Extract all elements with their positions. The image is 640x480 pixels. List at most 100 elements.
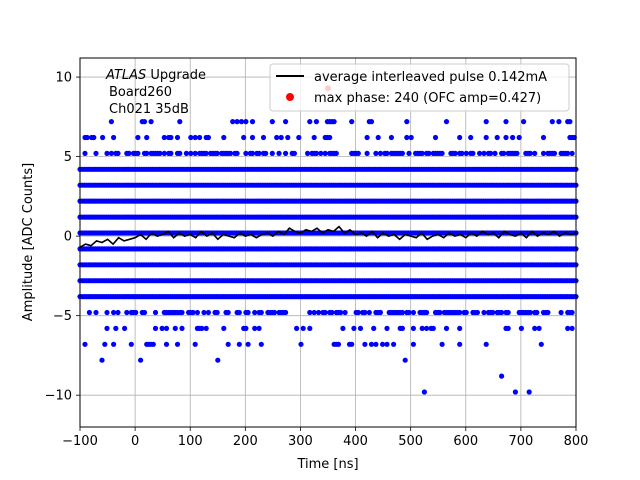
data-point bbox=[307, 309, 313, 316]
data-point bbox=[470, 150, 476, 156]
data-point bbox=[410, 325, 416, 331]
data-point bbox=[174, 341, 181, 347]
data-point bbox=[565, 150, 571, 156]
y-tick-label: −10 bbox=[45, 389, 72, 404]
data-point bbox=[380, 341, 386, 347]
data-point bbox=[364, 134, 370, 141]
data-point bbox=[271, 309, 278, 316]
data-point bbox=[404, 134, 410, 141]
data-point bbox=[424, 325, 430, 331]
x-tick-label: 400 bbox=[343, 434, 368, 449]
data-point bbox=[468, 134, 474, 141]
data-point bbox=[108, 150, 114, 156]
x-tick-label: 600 bbox=[453, 434, 478, 449]
data-point bbox=[190, 309, 196, 316]
data-point bbox=[474, 309, 480, 316]
data-point bbox=[249, 119, 256, 125]
data-point bbox=[179, 325, 185, 331]
data-point bbox=[199, 325, 205, 331]
data-point bbox=[104, 325, 110, 331]
data-point bbox=[260, 134, 267, 141]
data-point bbox=[133, 309, 139, 316]
data-point bbox=[296, 134, 302, 141]
data-point bbox=[384, 341, 390, 347]
data-point bbox=[545, 309, 551, 316]
y-tick-label: 10 bbox=[55, 71, 72, 86]
x-tick-label: 300 bbox=[288, 434, 313, 449]
data-point bbox=[410, 341, 416, 347]
data-point bbox=[230, 119, 236, 125]
data-point bbox=[283, 309, 289, 316]
data-point bbox=[335, 341, 342, 347]
data-point bbox=[567, 119, 573, 125]
annotation-block: ATLAS Upgrade Board260 Ch021 35dB bbox=[105, 68, 206, 117]
data-point bbox=[225, 309, 231, 316]
data-point bbox=[439, 150, 445, 156]
data-point bbox=[457, 341, 463, 347]
data-point bbox=[311, 134, 317, 141]
data-point bbox=[516, 134, 522, 141]
data-point bbox=[322, 150, 328, 156]
data-point bbox=[163, 325, 170, 331]
data-point bbox=[518, 325, 525, 331]
data-point bbox=[477, 150, 483, 156]
data-point bbox=[141, 119, 148, 125]
data-point bbox=[225, 341, 231, 347]
data-point bbox=[481, 150, 487, 156]
data-point bbox=[263, 150, 269, 156]
data-point bbox=[421, 389, 427, 395]
data-point bbox=[362, 309, 368, 316]
x-tick-label: 100 bbox=[178, 434, 203, 449]
data-point bbox=[203, 150, 209, 156]
data-point bbox=[368, 341, 375, 347]
data-point bbox=[214, 309, 220, 316]
data-point bbox=[457, 309, 463, 316]
x-axis-label: Time [ns] bbox=[296, 457, 358, 472]
data-point bbox=[236, 341, 242, 347]
data-point bbox=[333, 150, 339, 156]
data-point bbox=[168, 134, 174, 141]
data-point bbox=[331, 119, 337, 125]
x-tick-label: 500 bbox=[398, 434, 423, 449]
data-point bbox=[419, 325, 425, 331]
data-point bbox=[108, 119, 114, 125]
data-point bbox=[188, 150, 194, 156]
data-point bbox=[357, 325, 364, 331]
data-point bbox=[408, 134, 414, 141]
data-point bbox=[373, 150, 379, 156]
data-point bbox=[499, 309, 505, 316]
data-point bbox=[138, 357, 144, 363]
y-tick-label: −5 bbox=[53, 309, 72, 324]
data-point bbox=[488, 150, 494, 156]
data-point bbox=[84, 134, 90, 141]
data-point bbox=[249, 150, 256, 156]
legend: average interleaved pulse 0.142mA max ph… bbox=[269, 63, 570, 112]
data-point bbox=[205, 134, 211, 141]
data-point bbox=[214, 150, 220, 156]
data-point bbox=[111, 134, 117, 141]
data-point bbox=[298, 341, 304, 347]
data-point bbox=[172, 325, 178, 331]
data-point bbox=[205, 309, 211, 316]
data-point bbox=[115, 150, 121, 156]
data-point bbox=[238, 119, 245, 125]
data-point bbox=[221, 134, 227, 141]
data-point bbox=[501, 150, 507, 156]
data-point bbox=[144, 134, 150, 141]
y-tick-label: 0 bbox=[64, 230, 72, 245]
data-point bbox=[192, 134, 198, 141]
data-point bbox=[410, 309, 416, 316]
data-point bbox=[457, 325, 463, 331]
data-point bbox=[509, 134, 516, 141]
data-point bbox=[256, 325, 262, 331]
data-point bbox=[141, 309, 148, 316]
annotation-line2: Board260 bbox=[109, 85, 172, 100]
data-point bbox=[82, 341, 88, 347]
data-point bbox=[364, 150, 370, 156]
x-tick-label: −100 bbox=[62, 434, 98, 449]
data-point bbox=[355, 150, 361, 156]
data-point bbox=[93, 309, 99, 316]
data-point bbox=[291, 150, 297, 156]
data-point bbox=[203, 325, 209, 331]
